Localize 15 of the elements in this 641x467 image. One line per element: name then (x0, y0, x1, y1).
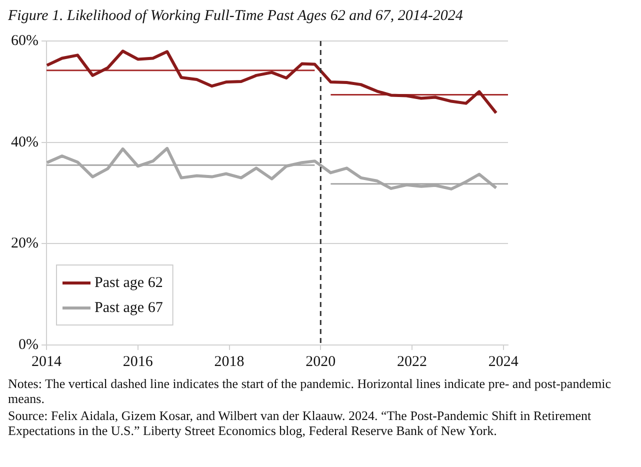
legend-label: Past age 67 (94, 300, 164, 316)
legend-label: Past age 62 (94, 274, 163, 291)
y-tick-label: 60% (10, 32, 38, 49)
y-tick-label: 40% (10, 134, 38, 150)
text: Notes: The vertical dashed line indicates the start of the pandemic. Horizontal lines indicate pre- and post-pandemic means. (8, 376, 612, 406)
source-note: Source: Felix Aidala, Gizem Kosar, and Wilbert van der Klaauw. 2024. “The Post-Pandemic Shift in Retirement Expectations in the U.S.” Liberty Street Economics blog, Federal Reserve Bank of New York. (8, 408, 592, 438)
y-tick-label: 20% (10, 236, 38, 252)
x-tick-label: 2018 (214, 354, 244, 370)
x-tick-label: 2016 (122, 354, 154, 370)
chart-title: Figure 1. Likelihood of Working Full-Time Past Ages 62 and 67, 2014-2024 (8, 8, 464, 25)
y-tick-label: 0% (18, 336, 38, 353)
x-tick-label: 2024 (488, 354, 519, 370)
x-tick-label: 2014 (31, 354, 62, 370)
x-tick-label: 2022 (397, 354, 428, 370)
x-tick-label: 2020 (306, 354, 336, 370)
